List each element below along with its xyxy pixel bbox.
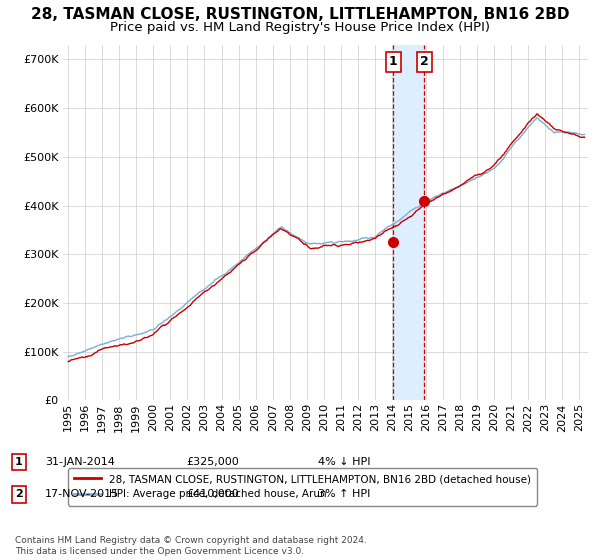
Legend: 28, TASMAN CLOSE, RUSTINGTON, LITTLEHAMPTON, BN16 2BD (detached house), HPI: Ave: 28, TASMAN CLOSE, RUSTINGTON, LITTLEHAMP… <box>68 468 537 506</box>
Text: Price paid vs. HM Land Registry's House Price Index (HPI): Price paid vs. HM Land Registry's House … <box>110 21 490 34</box>
Text: 2: 2 <box>420 55 429 68</box>
Text: 1: 1 <box>389 55 398 68</box>
Text: 3% ↑ HPI: 3% ↑ HPI <box>318 489 370 500</box>
Text: 17-NOV-2015: 17-NOV-2015 <box>45 489 119 500</box>
Text: Contains HM Land Registry data © Crown copyright and database right 2024.
This d: Contains HM Land Registry data © Crown c… <box>15 536 367 556</box>
Bar <box>394 45 424 400</box>
Text: £410,000: £410,000 <box>186 489 239 500</box>
Text: 1: 1 <box>15 457 23 467</box>
Text: 28, TASMAN CLOSE, RUSTINGTON, LITTLEHAMPTON, BN16 2BD: 28, TASMAN CLOSE, RUSTINGTON, LITTLEHAMP… <box>31 7 569 22</box>
Text: £325,000: £325,000 <box>186 457 239 467</box>
Text: 4% ↓ HPI: 4% ↓ HPI <box>318 457 371 467</box>
Text: 2: 2 <box>15 489 23 500</box>
Text: 31-JAN-2014: 31-JAN-2014 <box>45 457 115 467</box>
